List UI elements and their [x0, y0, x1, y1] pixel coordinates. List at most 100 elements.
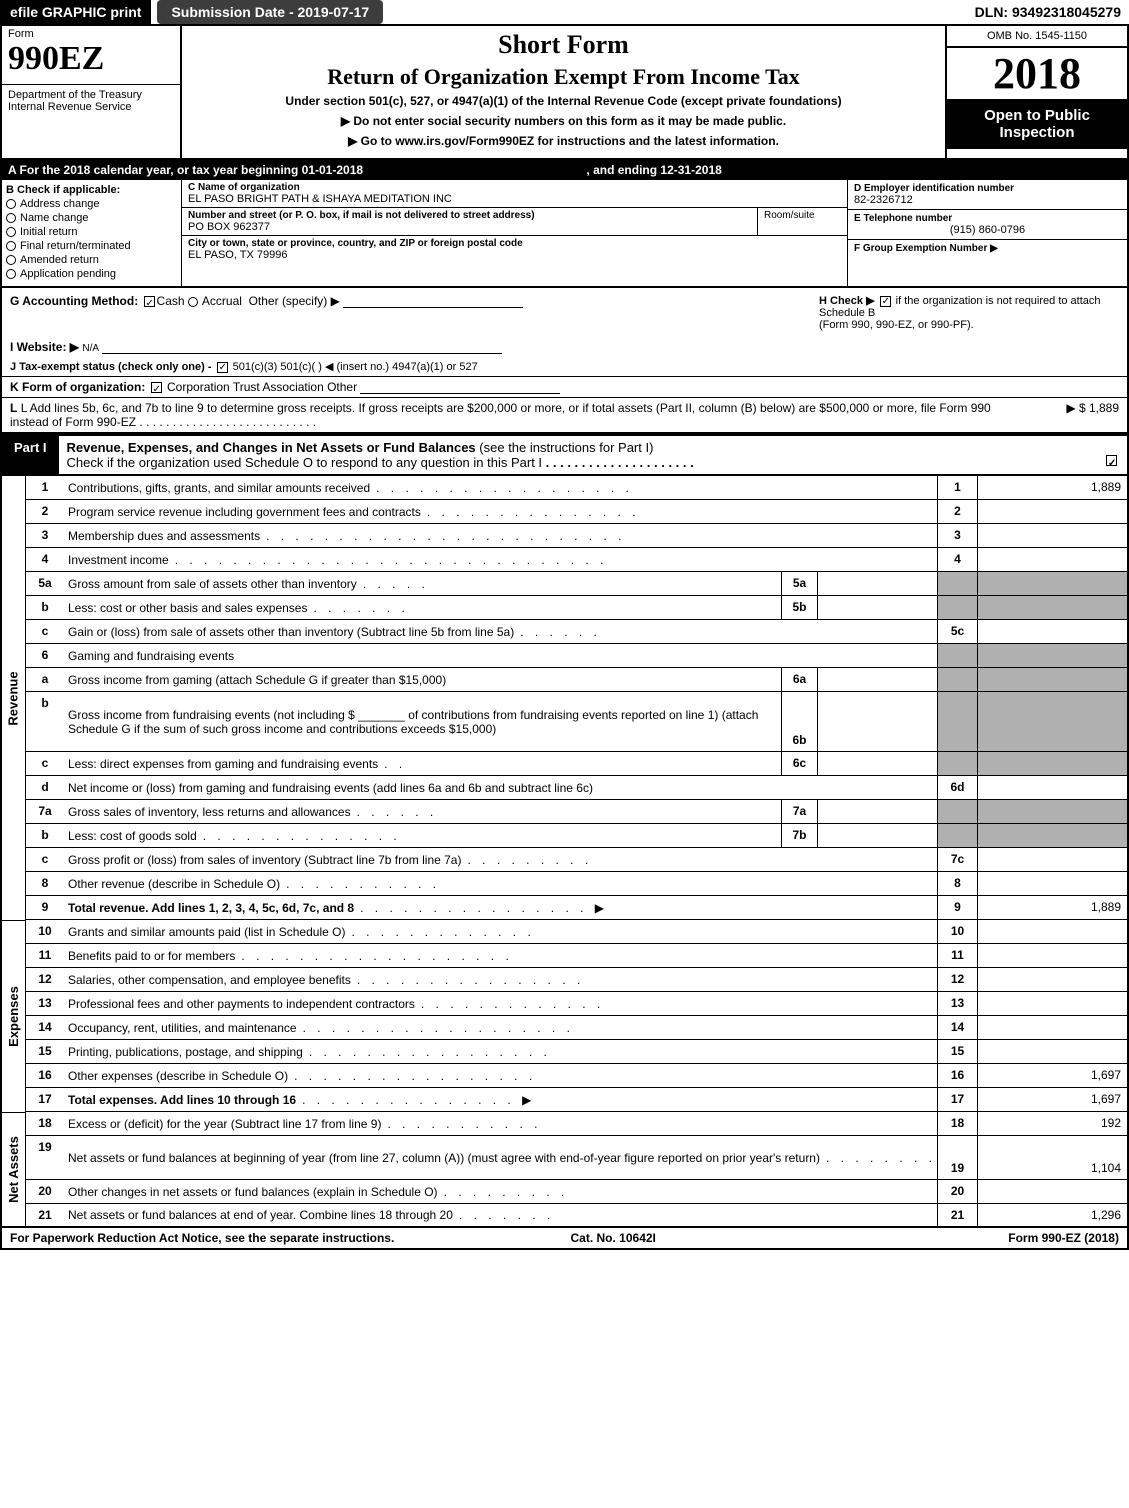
line-6b-mini: 6b: [781, 692, 817, 751]
line-16-val: 1,697: [977, 1064, 1127, 1087]
check-schedule-o[interactable]: [1106, 455, 1117, 466]
line-10-desc: Grants and similar amounts paid (list in…: [68, 925, 345, 939]
line-7c-num: c: [26, 848, 64, 871]
ein-label: D Employer identification number: [854, 183, 1121, 194]
line-5c-num: c: [26, 620, 64, 643]
efile-print-button[interactable]: efile GRAPHIC print: [0, 0, 151, 24]
check-name-change[interactable]: Name change: [6, 212, 177, 224]
line-9-num: 9: [26, 896, 64, 919]
line-15-num: 15: [26, 1040, 64, 1063]
h-text3: (Form 990, 990-EZ, or 990-PF).: [819, 319, 974, 331]
section-c: C Name of organization EL PASO BRIGHT PA…: [182, 180, 847, 286]
line-8-desc: Other revenue (describe in Schedule O): [68, 877, 280, 891]
line-4-desc: Investment income: [68, 553, 169, 567]
room-suite: Room/suite: [757, 208, 847, 235]
accrual-label: Accrual: [202, 294, 242, 308]
line-5c-val: [977, 620, 1127, 643]
line-4-val: [977, 548, 1127, 571]
part1-subtitle: (see the instructions for Part I): [479, 440, 653, 455]
line-6c-desc: Less: direct expenses from gaming and fu…: [68, 757, 378, 771]
check-application-pending[interactable]: Application pending: [6, 268, 177, 280]
line-7a-num: 7a: [26, 800, 64, 823]
h-check-label: H Check ▶: [819, 295, 875, 307]
part1-bar: Part I Revenue, Expenses, and Changes in…: [0, 434, 1129, 476]
line-10-col: 10: [937, 920, 977, 943]
line-11-desc: Benefits paid to or for members: [68, 949, 235, 963]
check-initial-return[interactable]: Initial return: [6, 226, 177, 238]
expenses-section: Expenses 10Grants and similar amounts pa…: [0, 920, 1129, 1112]
page-footer: For Paperwork Reduction Act Notice, see …: [0, 1228, 1129, 1250]
period-end: , and ending 12-31-2018: [586, 163, 721, 177]
line-5c-col: 5c: [937, 620, 977, 643]
line-1-val: 1,889: [977, 476, 1127, 499]
part1-checkline: Check if the organization used Schedule …: [67, 455, 543, 470]
line-20-col: 20: [937, 1180, 977, 1203]
check-address-change[interactable]: Address change: [6, 198, 177, 210]
line-6d-col: 6d: [937, 776, 977, 799]
line-6a-desc: Gross income from gaming (attach Schedul…: [68, 673, 446, 687]
line-8-num: 8: [26, 872, 64, 895]
line-5b-desc: Less: cost or other basis and sales expe…: [68, 601, 307, 615]
line-5a-num: 5a: [26, 572, 64, 595]
goto-link[interactable]: ▶ Go to www.irs.gov/Form990EZ for instru…: [192, 134, 935, 148]
line-19-val: 1,104: [977, 1136, 1127, 1179]
line-16-desc: Other expenses (describe in Schedule O): [68, 1069, 288, 1083]
check-amended-return[interactable]: Amended return: [6, 254, 177, 266]
footer-formref: Form 990-EZ (2018): [1008, 1231, 1119, 1245]
line-6-num: 6: [26, 644, 64, 667]
line-3-col: 3: [937, 524, 977, 547]
dept-irs: Internal Revenue Service: [8, 101, 174, 113]
check-schedule-b[interactable]: [880, 296, 891, 307]
line-9-val: 1,889: [977, 896, 1127, 919]
line-5a-mini: 5a: [781, 572, 817, 595]
line-13-col: 13: [937, 992, 977, 1015]
address-label: Number and street (or P. O. box, if mail…: [188, 210, 751, 221]
line-7c-col: 7c: [937, 848, 977, 871]
form-of-org-label: K Form of organization:: [10, 380, 145, 394]
line-6d-num: d: [26, 776, 64, 799]
revenue-section: Revenue 1Contributions, gifts, grants, a…: [0, 476, 1129, 920]
line-20-num: 20: [26, 1180, 64, 1203]
row-i: I Website: ▶ N/A: [0, 337, 1129, 357]
website-label: I Website: ▶: [10, 340, 79, 354]
line-14-desc: Occupancy, rent, utilities, and maintena…: [68, 1021, 297, 1035]
line-3-val: [977, 524, 1127, 547]
net-assets-tab: Net Assets: [6, 1136, 21, 1203]
check-cash[interactable]: [144, 296, 155, 307]
line-15-col: 15: [937, 1040, 977, 1063]
line-3-num: 3: [26, 524, 64, 547]
footer-left: For Paperwork Reduction Act Notice, see …: [10, 1231, 394, 1245]
form-label: Form: [2, 26, 180, 40]
line-10-num: 10: [26, 920, 64, 943]
check-501c3[interactable]: [217, 362, 228, 373]
section-def: D Employer identification number 82-2326…: [847, 180, 1127, 286]
line-12-desc: Salaries, other compensation, and employ…: [68, 973, 351, 987]
check-final-return[interactable]: Final return/terminated: [6, 240, 177, 252]
line-9-desc: Total revenue. Add lines 1, 2, 3, 4, 5c,…: [68, 901, 354, 915]
line-5b-mini: 5b: [781, 596, 817, 619]
line-8-val: [977, 872, 1127, 895]
org-name-label: C Name of organization: [188, 182, 841, 193]
line-4-num: 4: [26, 548, 64, 571]
revenue-tab: Revenue: [6, 671, 21, 725]
ssn-warning: ▶ Do not enter social security numbers o…: [192, 114, 935, 128]
line-7c-desc: Gross profit or (loss) from sales of inv…: [68, 853, 461, 867]
form-number: 990EZ: [2, 40, 180, 84]
top-bar: efile GRAPHIC print Submission Date - 20…: [0, 0, 1129, 26]
tax-exempt-options: 501(c)(3) 501(c)( ) ◀ (insert no.) 4947(…: [233, 361, 478, 373]
period-bar: A For the 2018 calendar year, or tax yea…: [0, 160, 1129, 180]
line-5b-num: b: [26, 596, 64, 619]
check-accrual[interactable]: [188, 297, 198, 307]
line-2-val: [977, 500, 1127, 523]
check-corporation[interactable]: [151, 382, 162, 393]
line-20-val: [977, 1180, 1127, 1203]
part1-label: Part I: [2, 436, 59, 474]
line-18-num: 18: [26, 1112, 64, 1135]
ein-value: 82-2326712: [854, 194, 1121, 206]
line-6d-desc: Net income or (loss) from gaming and fun…: [68, 781, 593, 795]
line-17-val: 1,697: [977, 1088, 1127, 1111]
line-21-num: 21: [26, 1204, 64, 1226]
line-11-num: 11: [26, 944, 64, 967]
phone-value: (915) 860-0796: [854, 224, 1121, 236]
line-19-col: 19: [937, 1136, 977, 1179]
